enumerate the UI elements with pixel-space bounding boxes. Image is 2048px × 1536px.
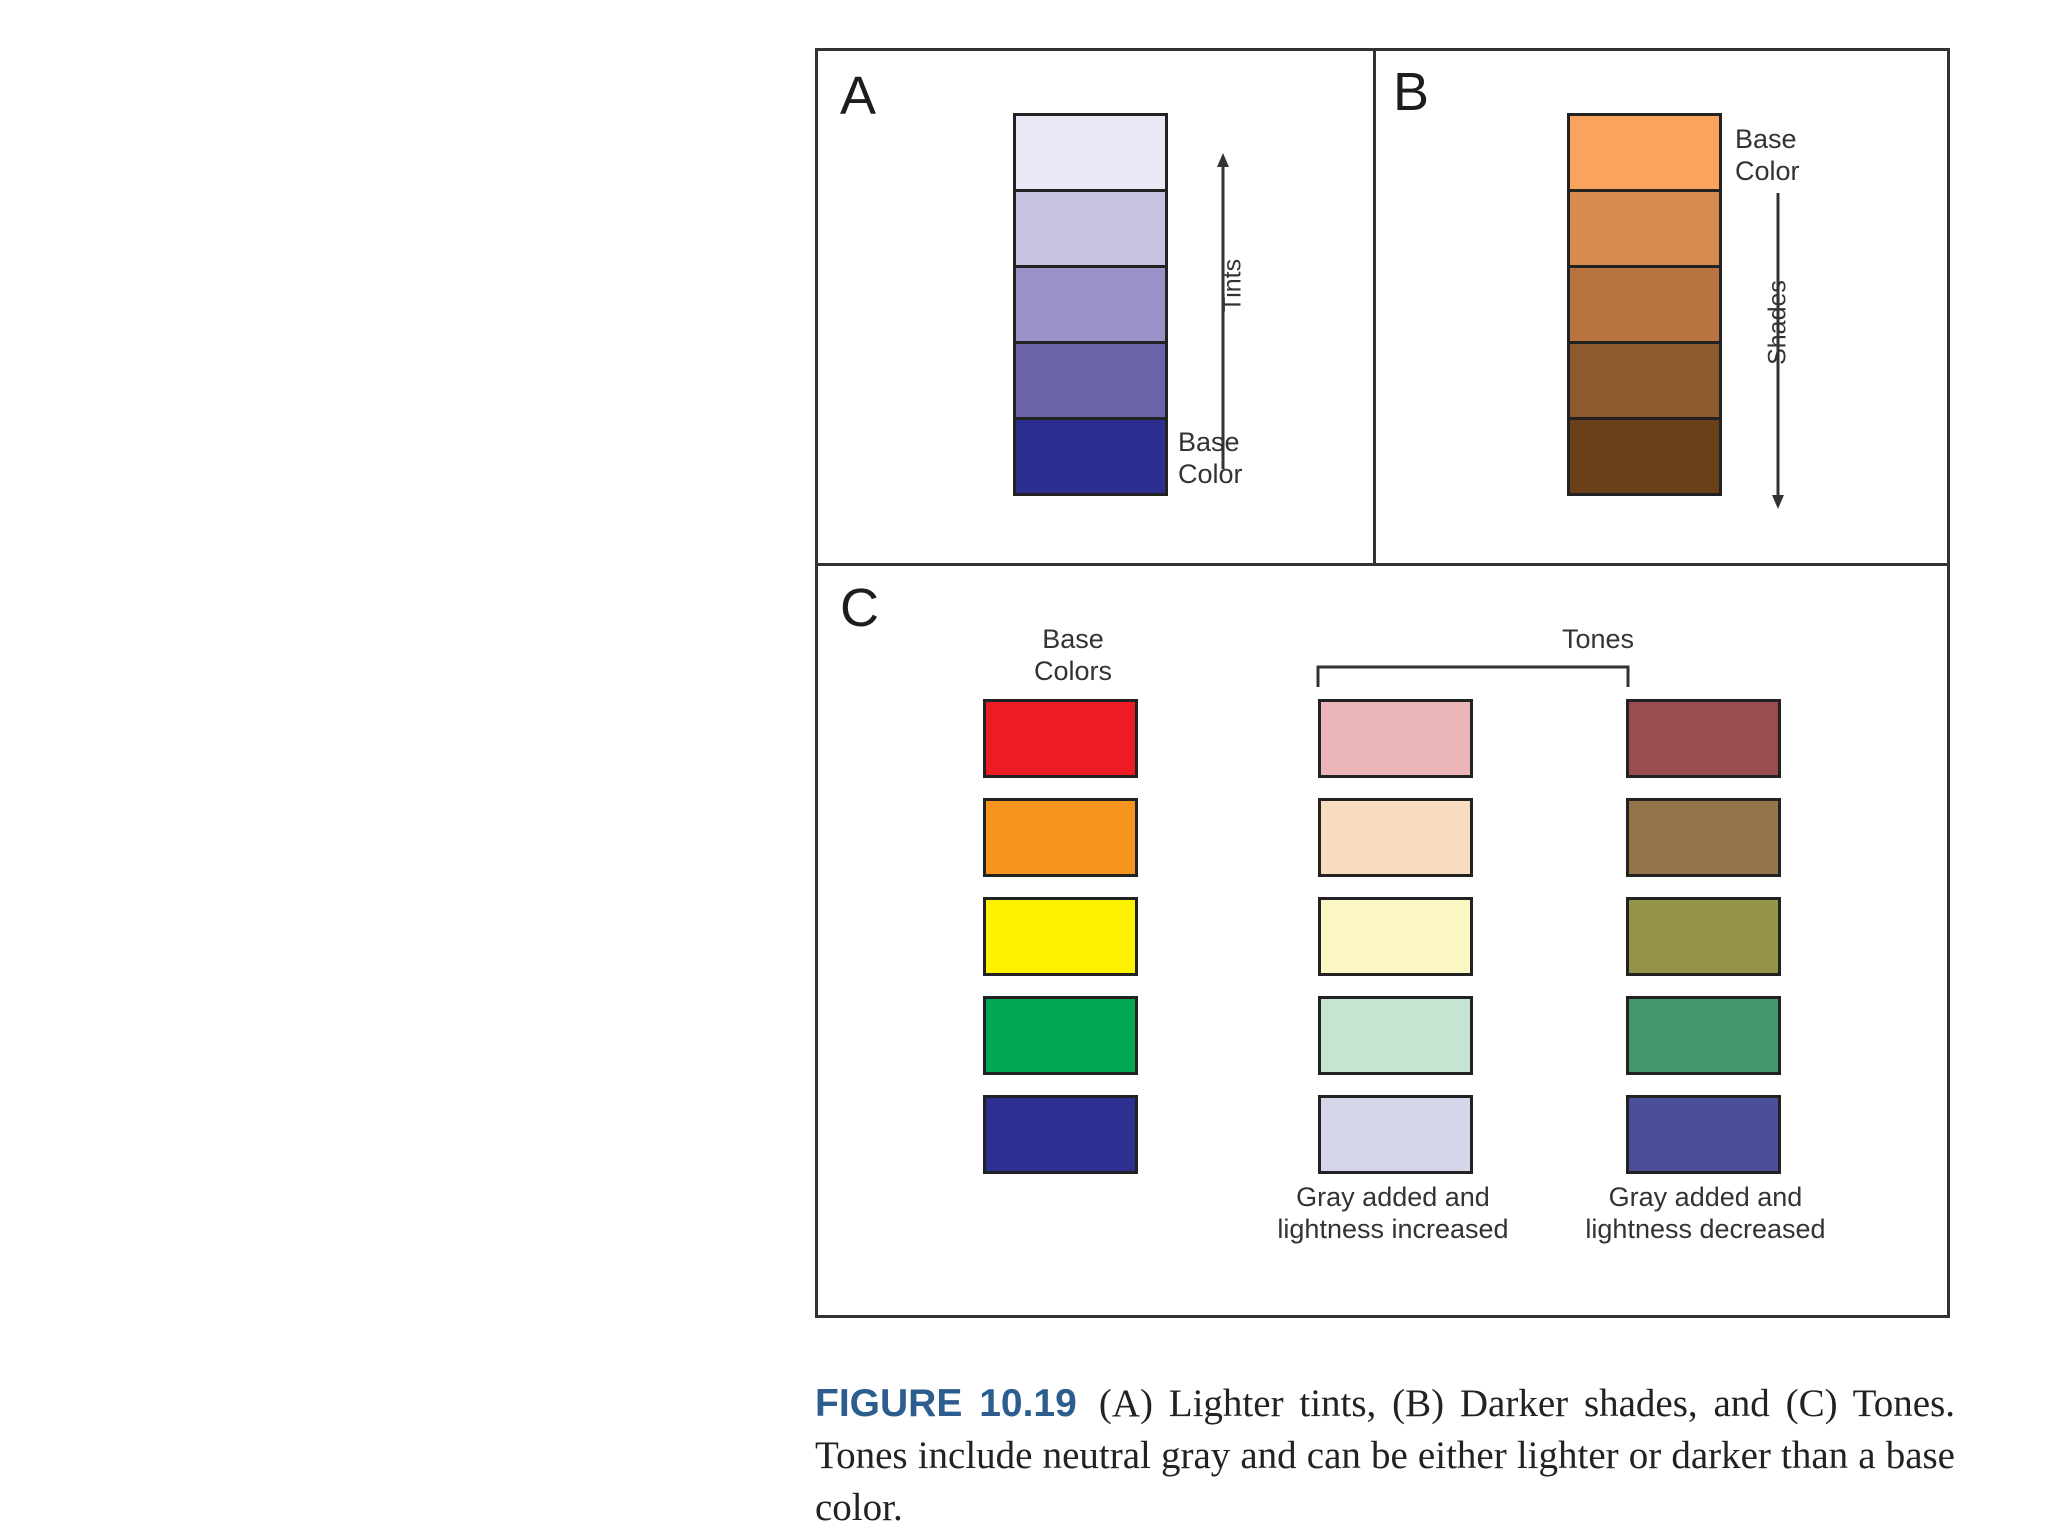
lighter-tones-caption: Gray added and lightness increased bbox=[1277, 1182, 1509, 1244]
darker-tone-swatch bbox=[1626, 897, 1781, 976]
tint-swatch bbox=[1013, 341, 1168, 420]
tints-arrow-icon bbox=[1217, 153, 1229, 469]
base-color-swatch bbox=[983, 996, 1138, 1075]
shades-label: Shades bbox=[1763, 280, 1792, 365]
panel-divider-horizontal bbox=[818, 563, 1947, 566]
base-colors-label: Base Colors bbox=[1033, 624, 1113, 686]
base-color-swatch bbox=[983, 798, 1138, 877]
tint-swatch bbox=[1013, 113, 1168, 192]
lighter-tone-swatch bbox=[1318, 798, 1473, 877]
tones-label: Tones bbox=[1561, 624, 1635, 654]
tint-swatch bbox=[1013, 417, 1168, 496]
panel-c-letter: C bbox=[840, 578, 879, 638]
shade-swatch bbox=[1567, 417, 1722, 496]
shade-swatch bbox=[1567, 341, 1722, 420]
darker-tone-swatch bbox=[1626, 996, 1781, 1075]
panel-a-letter: A bbox=[840, 66, 877, 126]
tints-label: Tints bbox=[1218, 258, 1247, 313]
tones-bracket-icon bbox=[1316, 665, 1630, 687]
darker-tone-swatch bbox=[1626, 699, 1781, 778]
lighter-tone-swatch bbox=[1318, 996, 1473, 1075]
figure-number: FIGURE 10.19 bbox=[815, 1382, 1077, 1425]
figure-frame: A Tints Base Color B Base Color Shades C… bbox=[815, 48, 1950, 1318]
panel-b-letter: B bbox=[1393, 62, 1430, 122]
shade-swatch bbox=[1567, 113, 1722, 192]
panel-a-base-color-label: Base Color bbox=[1178, 427, 1243, 489]
panel-divider-vertical bbox=[1373, 51, 1376, 563]
tint-swatch bbox=[1013, 189, 1168, 268]
shades-arrow-icon bbox=[1772, 193, 1784, 509]
base-color-swatch bbox=[983, 699, 1138, 778]
lighter-tone-swatch bbox=[1318, 699, 1473, 778]
base-color-swatch bbox=[983, 1095, 1138, 1174]
panel-b-base-color-label: Base Color bbox=[1735, 124, 1800, 186]
darker-tone-swatch bbox=[1626, 1095, 1781, 1174]
tint-swatch bbox=[1013, 265, 1168, 344]
shade-swatch bbox=[1567, 189, 1722, 268]
lighter-tone-swatch bbox=[1318, 1095, 1473, 1174]
shade-swatch bbox=[1567, 265, 1722, 344]
darker-tones-caption: Gray added and lightness decreased bbox=[1585, 1182, 1826, 1244]
caption-text: (A) Lighter tints, (B) Darker shades, an… bbox=[815, 1382, 1955, 1529]
base-color-swatch bbox=[983, 897, 1138, 976]
figure-caption: FIGURE 10.19 (A) Lighter tints, (B) Darke… bbox=[815, 1378, 1955, 1534]
darker-tone-swatch bbox=[1626, 798, 1781, 877]
lighter-tone-swatch bbox=[1318, 897, 1473, 976]
